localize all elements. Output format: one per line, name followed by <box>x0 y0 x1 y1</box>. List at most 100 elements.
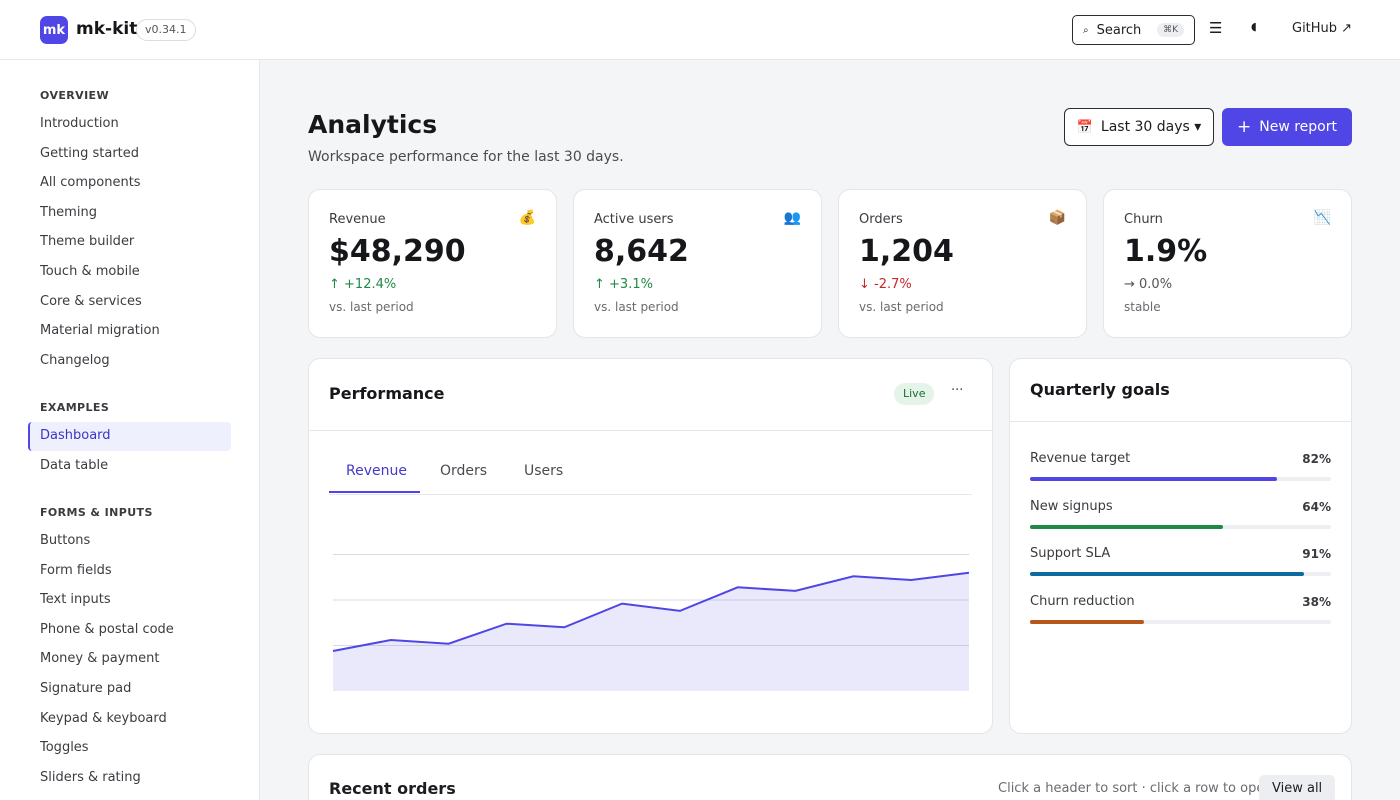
stat-note: vs. last period <box>859 300 944 314</box>
stat-card: Active users 👥 8,642 ↑ +3.1% vs. last period <box>573 189 822 338</box>
view-all-button[interactable]: View all <box>1259 775 1336 800</box>
stat-label: Revenue <box>329 212 386 227</box>
tab-users[interactable]: Users <box>524 463 564 479</box>
goal-progress-track <box>1030 619 1331 624</box>
sidebar-item-form-fields[interactable]: Form fields <box>40 563 112 578</box>
sidebar-item-getting-started[interactable]: Getting started <box>40 146 140 161</box>
sidebar-active-highlight <box>28 422 231 451</box>
sidebar-item-keypad-keyboard[interactable]: Keypad & keyboard <box>40 711 167 726</box>
sidebar-item-introduction[interactable]: Introduction <box>40 116 119 131</box>
sidebar-item-theme-builder[interactable]: Theme builder <box>40 234 135 249</box>
sidebar-section-heading: EXAMPLES <box>40 401 110 414</box>
goal-progress-fill <box>1030 524 1223 529</box>
stat-note: stable <box>1124 300 1161 314</box>
page-title: Analytics <box>308 110 438 139</box>
stat-delta: ↑ +12.4% <box>329 277 397 292</box>
active-tab-indicator <box>329 491 420 493</box>
sidebar-item-theming[interactable]: Theming <box>40 205 97 220</box>
tab-orders[interactable]: Orders <box>440 463 488 479</box>
github-link[interactable]: GitHub ↗ <box>1292 21 1353 36</box>
search-shortcut: ⌘K <box>1157 23 1184 37</box>
sidebar-item-touch-mobile[interactable]: Touch & mobile <box>40 264 140 279</box>
brand-name[interactable]: mk-kit <box>76 19 138 39</box>
money-bag-icon: 💰 <box>518 210 536 226</box>
card-divider <box>1010 421 1351 422</box>
recent-orders-title: Recent orders <box>329 779 456 798</box>
tab-revenue[interactable]: Revenue <box>346 463 407 479</box>
goal-progress-track <box>1030 477 1331 481</box>
top-bar: mk mk-kit v0.34.1 ⌕ Search ⌘K ☰ ◖ GitHub… <box>0 0 1400 60</box>
quarterly-goals-card: Quarterly goals Revenue target 82% New sig… <box>1009 358 1352 734</box>
sidebar-item-core-services[interactable]: Core & services <box>40 294 142 309</box>
more-options-icon[interactable]: ··· <box>951 383 964 398</box>
date-range-label: Last 30 days ▾ <box>1100 119 1202 135</box>
goal-progress-fill <box>1030 477 1277 481</box>
stat-value: $48,290 <box>329 234 466 269</box>
sidebar-item-buttons[interactable]: Buttons <box>40 533 91 548</box>
new-report-button[interactable]: + New report <box>1222 108 1352 146</box>
stat-card: Orders 📦 1,204 ↓ -2.7% vs. last period <box>838 189 1087 338</box>
sidebar-item-phone-postal-code[interactable]: Phone & postal code <box>40 622 174 637</box>
page-subtitle: Workspace performance for the last 30 da… <box>308 149 624 165</box>
performance-chart <box>332 554 970 691</box>
recent-orders-hint: Click a header to sort · click a row to … <box>998 781 1273 796</box>
sidebar-item-money-payment[interactable]: Money & payment <box>40 651 160 666</box>
stat-card: Revenue 💰 $48,290 ↑ +12.4% vs. last period <box>308 189 557 338</box>
goal-name: Churn reduction <box>1030 593 1135 609</box>
logo[interactable]: mk <box>40 16 68 44</box>
stat-note: vs. last period <box>329 300 414 314</box>
sidebar-item-signature-pad[interactable]: Signature pad <box>40 681 132 696</box>
users-icon: 👥 <box>783 210 801 226</box>
goal-percent: 82% <box>1302 452 1331 466</box>
stat-delta: ↑ +3.1% <box>594 277 653 292</box>
chart-area-fill <box>333 572 969 691</box>
sidebar-item-text-inputs[interactable]: Text inputs <box>40 592 111 607</box>
stat-value: 1,204 <box>859 234 954 269</box>
sidebar-item-material-migration[interactable]: Material migration <box>40 323 160 338</box>
stat-label: Churn <box>1124 212 1163 227</box>
new-report-label: New report <box>1259 119 1337 135</box>
sidebar-item-changelog[interactable]: Changelog <box>40 353 110 368</box>
stat-value: 8,642 <box>594 234 689 269</box>
performance-title: Performance <box>329 384 445 403</box>
goal-progress-track <box>1030 572 1331 576</box>
stat-label: Active users <box>594 212 674 227</box>
goal-percent: 64% <box>1302 499 1331 514</box>
goal-name: Revenue target <box>1030 451 1131 466</box>
stat-note: vs. last period <box>594 300 679 314</box>
sidebar-item-dashboard[interactable]: Dashboard <box>40 428 111 443</box>
sidebar-item-all-components[interactable]: All components <box>40 175 141 190</box>
tabs-baseline <box>329 494 972 495</box>
goal-percent: 38% <box>1302 594 1331 609</box>
stat-delta: ↓ -2.7% <box>859 277 912 292</box>
live-badge: Live <box>894 383 935 405</box>
chart-series-line <box>332 571 970 652</box>
sidebar-item-toggles[interactable]: Toggles <box>40 740 89 755</box>
sidebar-section-heading: FORMS & INPUTS <box>40 506 153 519</box>
sidebar-item-sliders-rating[interactable]: Sliders & rating <box>40 770 141 785</box>
goal-progress-track <box>1030 524 1331 529</box>
theme-toggle-icon[interactable]: ◖ <box>1251 20 1257 33</box>
chart-decreasing-icon: 📉 <box>1313 210 1331 226</box>
stat-value: 1.9% <box>1124 234 1208 269</box>
sidebar-item-data-table[interactable]: Data table <box>40 458 109 473</box>
card-divider <box>309 430 992 431</box>
search-label: Search <box>1096 22 1142 38</box>
sidebar-section-heading: OVERVIEW <box>40 89 110 102</box>
goal-percent: 91% <box>1302 547 1331 561</box>
goals-title: Quarterly goals <box>1030 380 1170 399</box>
goal-name: Support SLA <box>1030 546 1111 561</box>
search-icon: ⌕ <box>1083 24 1089 36</box>
date-range-button[interactable]: 📅 Last 30 days ▾ <box>1064 108 1214 146</box>
goal-progress-fill <box>1030 619 1145 624</box>
performance-card: Performance Live ··· Revenue Orders User… <box>308 358 993 734</box>
search-button[interactable]: ⌕ Search ⌘K <box>1072 15 1195 45</box>
goal-name: New signups <box>1030 498 1113 514</box>
menu-icon[interactable]: ☰ <box>1209 19 1223 37</box>
recent-orders-card: Recent orders Click a header to sort · c… <box>308 754 1352 800</box>
goal-progress-fill <box>1030 572 1304 576</box>
version-badge: v0.34.1 <box>136 19 196 41</box>
stat-delta: → 0.0% <box>1124 277 1173 292</box>
calendar-icon: 📅 <box>1076 119 1093 135</box>
stat-card: Churn 📉 1.9% → 0.0% stable <box>1103 189 1352 338</box>
